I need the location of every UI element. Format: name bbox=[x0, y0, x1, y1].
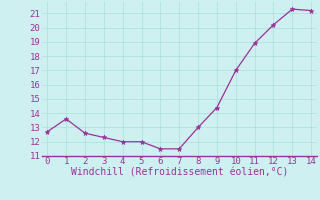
X-axis label: Windchill (Refroidissement éolien,°C): Windchill (Refroidissement éolien,°C) bbox=[70, 168, 288, 178]
